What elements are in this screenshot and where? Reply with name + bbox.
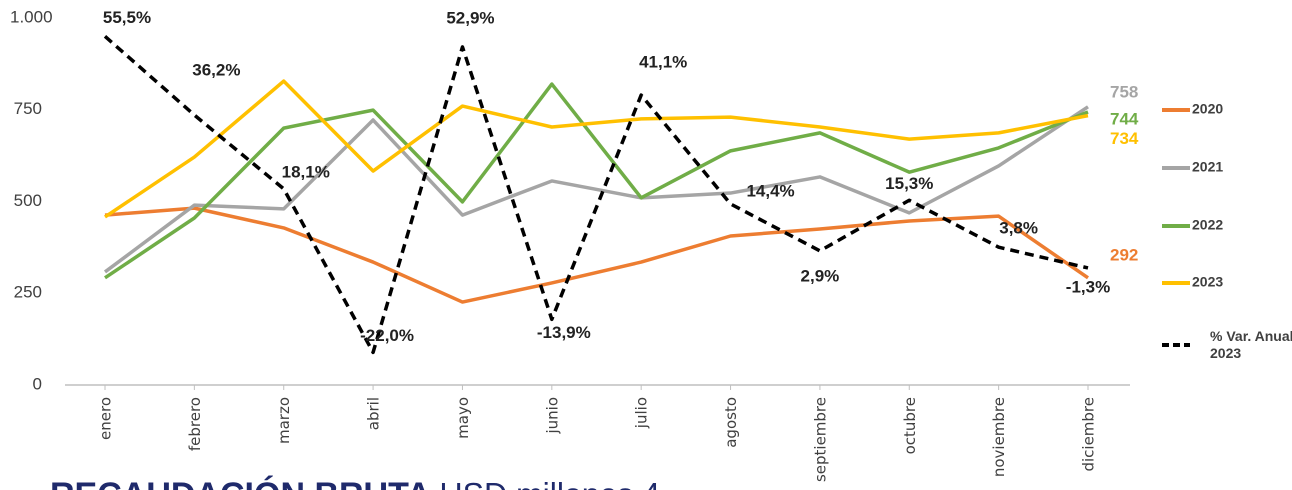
data-label: 55,5% [103,8,151,27]
data-label: -1,3% [1066,277,1110,296]
data-label: 2,9% [801,266,840,285]
legend-label: 2023 [1192,274,1223,290]
x-tick-label: mayo [454,397,472,439]
data-label: 36,2% [192,61,240,80]
data-label: 744 [1110,109,1139,128]
legend-label: 2021 [1192,159,1223,175]
x-tick-label: enero [97,397,115,440]
data-label: 14,4% [746,181,794,200]
x-tick-label: febrero [186,397,204,451]
data-label: 18,1% [282,162,330,181]
series-line [104,79,1089,219]
x-tick-label: marzo [275,397,293,444]
y-tick-label: 250 [14,283,42,302]
x-tick-label: octubre [901,397,919,454]
x-tick-label: junio [543,397,561,435]
data-label: -13,9% [537,323,591,342]
x-tick-label: julio [633,397,651,429]
footer-title: RECAUDACIÓN BRUTA [50,476,431,490]
x-tick-label: diciembre [1080,397,1098,472]
series-line [104,82,1089,280]
x-tick-label: abril [365,397,383,430]
x-tick-label: noviembre [990,397,1008,477]
data-label: 15,3% [885,174,933,193]
data-label: 52,9% [446,8,494,27]
legend-label: 2020 [1192,101,1223,117]
data-label: 758 [1110,82,1138,101]
data-label: 292 [1110,245,1138,264]
footer-subtitle: - USD millones 4 [420,476,660,490]
series-line [104,206,1089,304]
series-line [103,35,1089,355]
y-tick-label: 500 [14,191,42,210]
data-label: 3,8% [999,219,1038,238]
data-label: 734 [1110,129,1139,148]
y-tick-label: 1.000 [10,7,53,26]
x-tick-label: agosto [722,397,740,448]
series-line [103,105,1089,274]
data-label: -22,0% [360,326,414,345]
legend-label: 2022 [1192,217,1223,233]
x-tick-label: septiembre [811,397,829,482]
footer-bullet: • [20,476,32,490]
y-tick-label: 0 [33,374,42,393]
legend-label: % Var. Anual 2023 [1210,328,1292,361]
data-label: 41,1% [639,53,687,72]
y-tick-label: 750 [14,99,42,118]
